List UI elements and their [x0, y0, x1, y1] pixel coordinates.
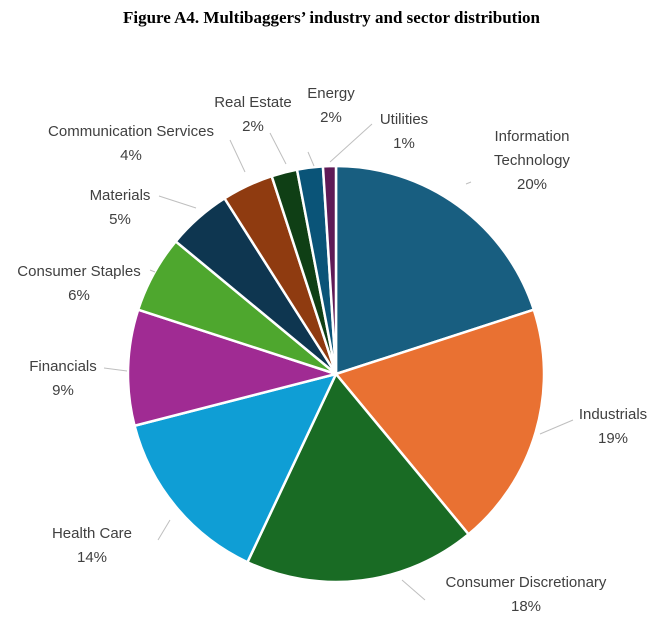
leader-line-utilities [329, 123, 373, 163]
leader-line-communication-services [229, 139, 246, 173]
data-label-utilities: Utilities 1% [380, 111, 428, 152]
data-label-materials: Materials 5% [90, 187, 151, 228]
leader-line-materials [158, 195, 197, 209]
pie-slice-utilities [321, 164, 338, 376]
pie-slice-industrials [334, 308, 546, 536]
data-label-information-technology: Information Technology 20% [494, 128, 570, 193]
leader-line-health-care [157, 519, 171, 541]
data-label-consumer-staples: Consumer Staples 6% [17, 263, 140, 304]
data-label-consumer-discretionary: Consumer Discretionary 18% [446, 574, 607, 615]
pie-slice-financials [126, 308, 338, 427]
data-label-communication-services: Communication Services 4% [48, 123, 214, 164]
leader-line-financials [103, 367, 128, 372]
data-label-industrials: Industrials 19% [579, 406, 647, 447]
data-label-financials: Financials 9% [29, 358, 97, 399]
data-label-health-care: Health Care 14% [52, 525, 132, 566]
data-label-energy: Energy 2% [307, 85, 355, 126]
leader-line-consumer-discretionary [401, 579, 426, 601]
leader-line-real-estate [269, 132, 287, 165]
leader-line-information-technology [465, 181, 472, 185]
data-label-real-estate: Real Estate 2% [214, 94, 292, 135]
pie-slice-consumer-discretionary [246, 372, 470, 584]
leader-line-consumer-staples [149, 269, 156, 273]
chart-title: Figure A4. Multibaggers’ industry and se… [123, 8, 540, 27]
pie-slice-information-technology [334, 164, 536, 376]
leader-line-energy [307, 151, 315, 167]
leader-line-industrials [539, 419, 574, 435]
pie-slice-health-care [133, 372, 338, 564]
